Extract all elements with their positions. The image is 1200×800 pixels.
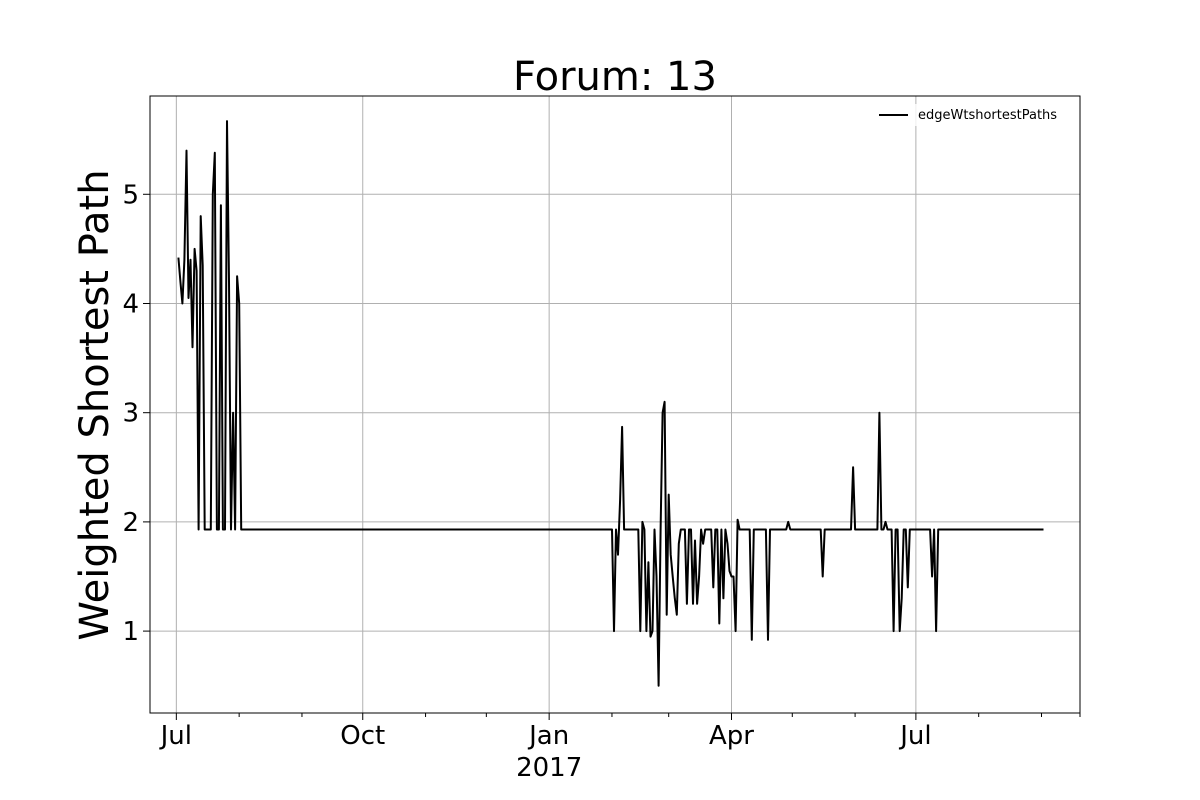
y-tick-label: 2: [122, 508, 139, 538]
y-axis-label: Weighted Shortest Path: [72, 169, 118, 640]
legend-entry-label: edgeWtshortestPaths: [918, 108, 1057, 123]
y-tick-label: 1: [122, 617, 139, 647]
y-tick-label: 3: [122, 399, 139, 429]
chart-title: Forum: 13: [513, 54, 717, 100]
y-tick-label: 5: [122, 180, 139, 210]
legend-box: [870, 104, 1072, 126]
x-tick-label: Oct: [340, 721, 385, 751]
y-tick-label: 4: [122, 289, 139, 319]
x-tick-label: Jul: [898, 721, 931, 751]
x-tick-label: Jan: [527, 721, 569, 751]
series-layer: [177, 120, 1044, 687]
x-tick-label: Apr: [709, 721, 754, 751]
x-tick-label: Jul: [159, 721, 192, 751]
legend: edgeWtshortestPaths: [870, 104, 1072, 126]
plot-frame: [149, 95, 1081, 714]
series-line-edgeWtshortestPaths: [177, 120, 1044, 687]
x-tick-year-label: 2017: [516, 753, 582, 783]
